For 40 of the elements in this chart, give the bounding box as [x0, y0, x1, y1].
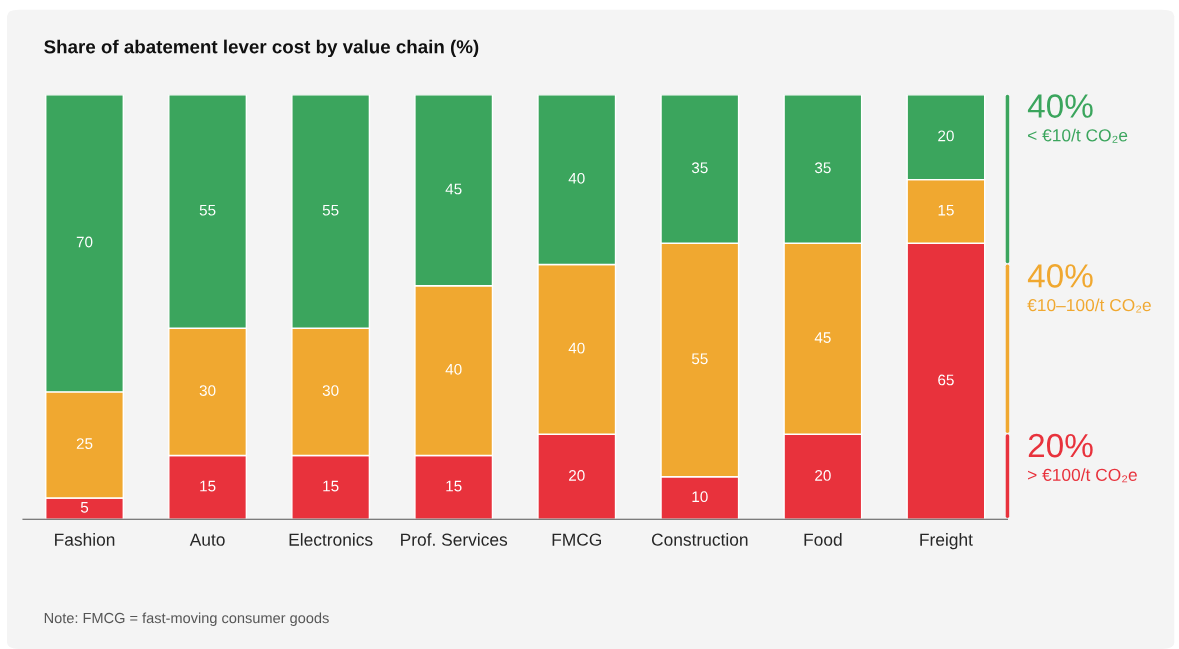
x-tick-label: Electronics — [289, 533, 373, 546]
data-label: 25 — [76, 438, 93, 450]
data-label: 35 — [691, 162, 708, 174]
data-label: 40 — [568, 342, 585, 354]
data-label: 55 — [199, 204, 216, 216]
data-label: 55 — [691, 353, 708, 365]
x-tick-label: Freight — [920, 533, 973, 550]
data-label: 10 — [692, 491, 708, 503]
x-tick-label: Food — [804, 533, 842, 546]
text: Note: FMCG = fast-moving consumer goods — [44, 612, 329, 627]
chart-title: Share of abatement lever cost by value chain (%) — [44, 39, 479, 58]
x-tick-label: Construction — [651, 533, 748, 546]
data-label: 40 — [568, 172, 585, 184]
data-label: 20 — [938, 130, 954, 142]
x-tick-label: Prof. Services — [401, 533, 508, 546]
data-label: 35 — [814, 162, 831, 174]
x-tick-label: FMCG — [552, 533, 602, 546]
data-label: 45 — [445, 183, 462, 195]
data-label: 30 — [322, 385, 339, 396]
text: €10–100/t CO₂e — [1027, 298, 1151, 313]
data-label: 5 — [80, 502, 89, 513]
x-tick-label: Fashion — [55, 533, 115, 546]
text: < €10/t CO₂e — [1028, 128, 1128, 143]
data-label: 65 — [938, 374, 954, 386]
data-label: 40 — [445, 363, 462, 375]
data-label: 55 — [322, 204, 339, 216]
text: 40% — [1027, 94, 1093, 118]
text: 20% — [1028, 433, 1093, 458]
text: > €100/t CO₂e — [1028, 468, 1137, 483]
data-label: 15 — [938, 204, 954, 216]
data-label: 20 — [815, 470, 831, 481]
data-label: 15 — [200, 480, 216, 492]
text: 40% — [1027, 264, 1093, 288]
data-label: 70 — [76, 236, 93, 248]
x-tick-label: Auto — [189, 533, 225, 546]
data-label: 15 — [323, 480, 339, 492]
data-label: 45 — [814, 332, 831, 343]
data-label: 20 — [569, 470, 585, 481]
data-label: 30 — [199, 385, 216, 396]
data-label: 15 — [446, 480, 462, 492]
